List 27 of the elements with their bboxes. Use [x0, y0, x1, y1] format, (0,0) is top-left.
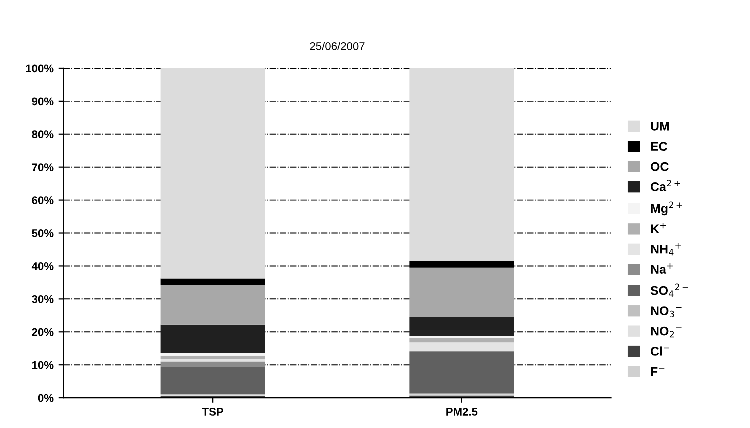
legend-label: Cl$^{−}$ — [650, 346, 670, 356]
y-tick-label: 20% — [32, 328, 54, 336]
y-tick-label: 70% — [32, 164, 54, 172]
legend-label: Mg$^{2+}$ — [651, 202, 682, 216]
y-tick-label: 90% — [32, 98, 54, 106]
legend-label: K$^{+}$ — [651, 223, 666, 234]
y-tick-label: 80% — [32, 130, 54, 139]
x-tick-label: TSP — [202, 408, 224, 416]
y-tick-label: 30% — [32, 295, 54, 304]
legend-label: NO$_{3}$$^{−}$ — [651, 306, 682, 318]
chart-title: 25/06/2007 — [310, 42, 365, 50]
y-tick-label: 50% — [32, 230, 54, 238]
legend-label: SO$_{4}$$^{2−}$ — [650, 284, 688, 298]
legend-label: OC — [650, 162, 669, 172]
legend-label: Ca$^{2+}$ — [650, 180, 680, 192]
y-tick-label: 40% — [32, 262, 54, 270]
legend-label: Na$^{+}$ — [651, 264, 673, 274]
legend-label: UM — [651, 122, 670, 131]
y-tick-label: 10% — [32, 361, 54, 370]
y-tick-label: 0% — [38, 394, 54, 402]
x-tick-label: PM2.5 — [446, 408, 478, 416]
legend-label: NO$_{2}$$^{−}$ — [651, 326, 682, 338]
y-tick-label: 60% — [32, 196, 54, 204]
legend-label: F$^{−}$ — [651, 367, 665, 376]
legend-label: EC — [651, 142, 668, 152]
legend-label: NH$_{4}$$^{+}$ — [651, 243, 682, 256]
y-tick-label: 100% — [26, 64, 54, 73]
